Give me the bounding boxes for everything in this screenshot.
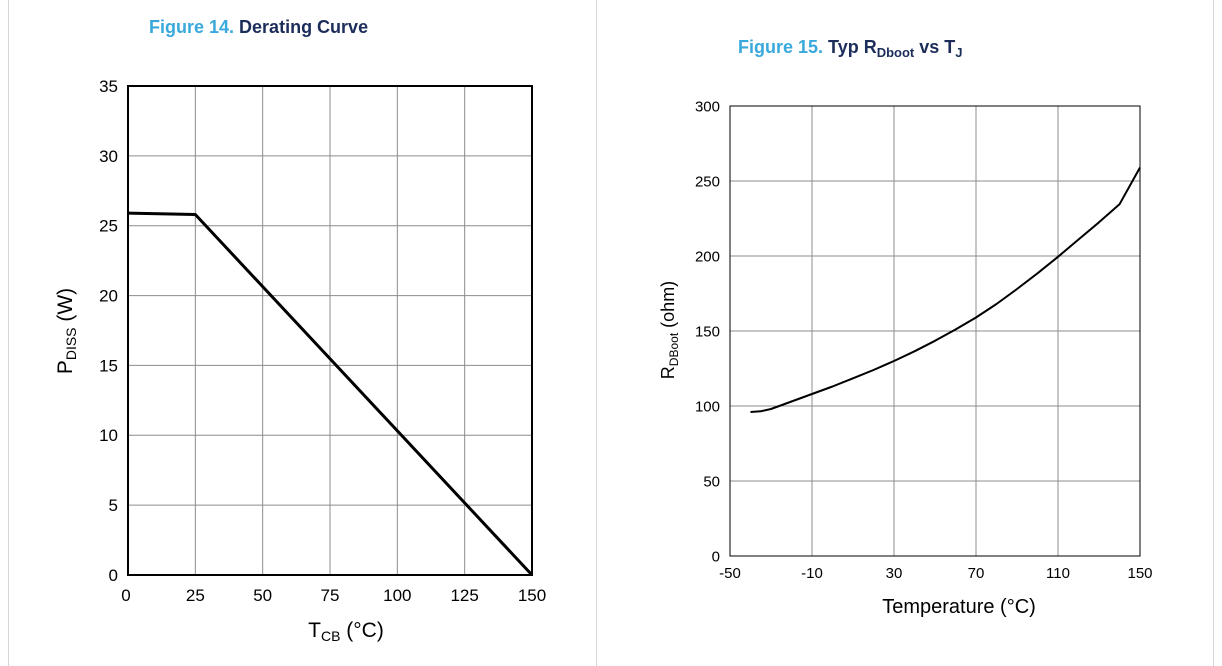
y-axis-label: RDBoot (ohm) <box>658 281 681 379</box>
tick-labels: 0 25 50 75 100 125 150 0 5 10 15 20 25 30 35 <box>99 77 546 605</box>
series <box>127 211 534 577</box>
x-tick-label: 150 <box>1127 565 1152 582</box>
x-axis-label: TCB (°C) <box>308 619 384 644</box>
y-tick-label: 20 <box>99 287 118 306</box>
y-tick-label: 30 <box>99 147 118 166</box>
y-tick-label: 5 <box>109 496 118 515</box>
x-tick-label: 30 <box>886 565 903 582</box>
x-tick-label: 70 <box>968 565 985 582</box>
series <box>750 167 1141 413</box>
y-tick-label: 0 <box>712 548 720 565</box>
y-tick-label: 150 <box>695 323 720 340</box>
plot-frame <box>729 105 1141 557</box>
y-tick-label: 50 <box>703 473 720 490</box>
y-tick-label: 25 <box>99 217 118 236</box>
y-tick-label: 100 <box>695 398 720 415</box>
x-tick-label: 100 <box>383 586 411 605</box>
y-tick-label: 10 <box>99 426 118 445</box>
figure-15-name: Typ RDboot vs TJ <box>828 37 963 60</box>
plot-frame <box>127 85 533 576</box>
series-line <box>127 211 534 577</box>
figure-14-number: Figure 14. <box>149 17 235 37</box>
x-tick-label: 0 <box>121 586 130 605</box>
x-tick-label: 150 <box>518 586 546 605</box>
x-tick-label: 110 <box>1046 565 1070 582</box>
x-tick-label: 25 <box>186 586 205 605</box>
tick-labels: -50 -10 30 70 110 150 0 50 100 150 200 250 300 <box>695 98 1153 582</box>
rdboot-vs-tj-chart: -50 -10 30 70 110 150 0 50 100 150 200 250 300 Tempe… <box>658 98 1153 618</box>
y-tick-label: 15 <box>99 356 118 375</box>
y-tick-label: 250 <box>695 173 720 190</box>
x-tick-label: -10 <box>801 565 823 582</box>
x-tick-label: 75 <box>321 586 340 605</box>
y-tick-label: 0 <box>109 566 118 585</box>
y-tick-label: 300 <box>695 98 720 115</box>
x-axis-label: Temperature (°C) <box>882 596 1036 618</box>
figure-14-title: Figure 14. Derating Curve <box>149 17 368 38</box>
x-tick-label: 50 <box>253 586 272 605</box>
series-line <box>750 167 1141 413</box>
grid <box>730 106 1140 556</box>
figure-14-name: Derating Curve <box>239 17 369 37</box>
y-axis-label: PDISS (W) <box>54 288 79 374</box>
page-frame <box>8 0 1214 666</box>
x-tick-label: -50 <box>719 565 741 582</box>
y-tick-label: 200 <box>695 248 720 265</box>
panel-divider <box>596 0 597 666</box>
x-tick-label: 125 <box>450 586 478 605</box>
y-tick-label: 35 <box>99 77 118 96</box>
figure-15-title: Figure 15. Typ RDboot vs TJ <box>738 37 963 60</box>
grid <box>128 86 532 575</box>
figure-15-number: Figure 15. <box>738 37 824 57</box>
